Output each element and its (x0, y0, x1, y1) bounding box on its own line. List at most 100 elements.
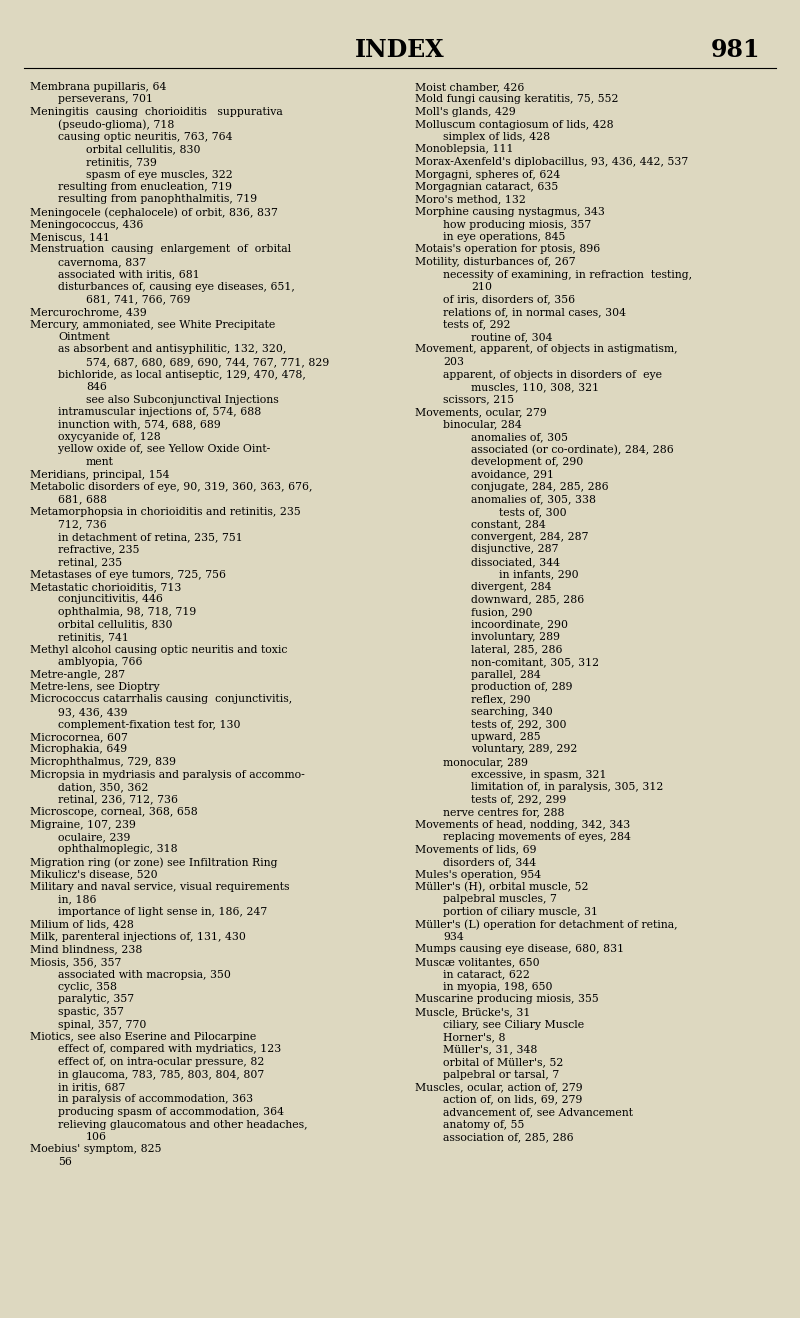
Text: palpebral or tarsal, 7: palpebral or tarsal, 7 (443, 1069, 559, 1079)
Text: disjunctive, 287: disjunctive, 287 (471, 544, 558, 555)
Text: ophthalmoplegic, 318: ophthalmoplegic, 318 (58, 845, 178, 854)
Text: Motais's operation for ptosis, 896: Motais's operation for ptosis, 896 (415, 245, 600, 254)
Text: Meridians, principal, 154: Meridians, principal, 154 (30, 469, 170, 480)
Text: orbital cellulitis, 830: orbital cellulitis, 830 (86, 145, 201, 154)
Text: anomalies of, 305: anomalies of, 305 (471, 432, 568, 442)
Text: Movements of head, nodding, 342, 343: Movements of head, nodding, 342, 343 (415, 820, 630, 829)
Text: oxycyanide of, 128: oxycyanide of, 128 (58, 432, 161, 442)
Text: in paralysis of accommodation, 363: in paralysis of accommodation, 363 (58, 1094, 253, 1104)
Text: scissors, 215: scissors, 215 (443, 394, 514, 405)
Text: convergent, 284, 287: convergent, 284, 287 (471, 532, 589, 542)
Text: Horner's, 8: Horner's, 8 (443, 1032, 506, 1043)
Text: Mumps causing eye disease, 680, 831: Mumps causing eye disease, 680, 831 (415, 945, 624, 954)
Text: Meniscus, 141: Meniscus, 141 (30, 232, 110, 243)
Text: disorders of, 344: disorders of, 344 (443, 857, 536, 867)
Text: parallel, 284: parallel, 284 (471, 670, 541, 680)
Text: 56: 56 (58, 1157, 72, 1166)
Text: cavernoma, 837: cavernoma, 837 (58, 257, 146, 268)
Text: reflex, 290: reflex, 290 (471, 695, 530, 705)
Text: causing optic neuritis, 763, 764: causing optic neuritis, 763, 764 (58, 132, 233, 142)
Text: Metastases of eye tumors, 725, 756: Metastases of eye tumors, 725, 756 (30, 569, 226, 580)
Text: Müller's (H), orbital muscle, 52: Müller's (H), orbital muscle, 52 (415, 882, 589, 892)
Text: associated with iritis, 681: associated with iritis, 681 (58, 269, 200, 279)
Text: as absorbent and antisyphilitic, 132, 320,: as absorbent and antisyphilitic, 132, 32… (58, 344, 286, 355)
Text: non-comitant, 305, 312: non-comitant, 305, 312 (471, 656, 599, 667)
Text: perseverans, 701: perseverans, 701 (58, 95, 153, 104)
Text: Migraine, 107, 239: Migraine, 107, 239 (30, 820, 136, 829)
Text: 712, 736: 712, 736 (58, 519, 106, 530)
Text: orbital cellulitis, 830: orbital cellulitis, 830 (58, 619, 173, 630)
Text: paralytic, 357: paralytic, 357 (58, 995, 134, 1004)
Text: development of, 290: development of, 290 (471, 457, 583, 467)
Text: disturbances of, causing eye diseases, 651,: disturbances of, causing eye diseases, 6… (58, 282, 295, 293)
Text: Migration ring (or zone) see Infiltration Ring: Migration ring (or zone) see Infiltratio… (30, 857, 278, 867)
Text: retinitis, 739: retinitis, 739 (86, 157, 157, 167)
Text: Methyl alcohol causing optic neuritis and toxic: Methyl alcohol causing optic neuritis an… (30, 645, 287, 655)
Text: in iritis, 687: in iritis, 687 (58, 1082, 126, 1093)
Text: Microphakia, 649: Microphakia, 649 (30, 745, 127, 754)
Text: binocular, 284: binocular, 284 (443, 419, 522, 430)
Text: Müller's, 31, 348: Müller's, 31, 348 (443, 1044, 538, 1054)
Text: avoidance, 291: avoidance, 291 (471, 469, 554, 480)
Text: routine of, 304: routine of, 304 (471, 332, 553, 341)
Text: limitation of, in paralysis, 305, 312: limitation of, in paralysis, 305, 312 (471, 782, 663, 792)
Text: bichloride, as local antiseptic, 129, 470, 478,: bichloride, as local antiseptic, 129, 47… (58, 369, 306, 380)
Text: Morax-Axenfeld's diplobacillus, 93, 436, 442, 537: Morax-Axenfeld's diplobacillus, 93, 436,… (415, 157, 688, 167)
Text: constant, 284: constant, 284 (471, 519, 546, 530)
Text: ciliary, see Ciliary Muscle: ciliary, see Ciliary Muscle (443, 1020, 584, 1029)
Text: conjugate, 284, 285, 286: conjugate, 284, 285, 286 (471, 482, 609, 492)
Text: Moll's glands, 429: Moll's glands, 429 (415, 107, 516, 117)
Text: ophthalmia, 98, 718, 719: ophthalmia, 98, 718, 719 (58, 608, 196, 617)
Text: Morgagni, spheres of, 624: Morgagni, spheres of, 624 (415, 170, 560, 179)
Text: Membrana pupillaris, 64: Membrana pupillaris, 64 (30, 82, 166, 92)
Text: Metabolic disorders of eye, 90, 319, 360, 363, 676,: Metabolic disorders of eye, 90, 319, 360… (30, 482, 313, 492)
Text: associated with macropsia, 350: associated with macropsia, 350 (58, 970, 231, 979)
Text: in infants, 290: in infants, 290 (499, 569, 578, 580)
Text: orbital of Müller's, 52: orbital of Müller's, 52 (443, 1057, 563, 1068)
Text: spasm of eye muscles, 322: spasm of eye muscles, 322 (86, 170, 233, 179)
Text: in cataract, 622: in cataract, 622 (443, 970, 530, 979)
Text: complement-fixation test for, 130: complement-fixation test for, 130 (58, 720, 241, 729)
Text: palpebral muscles, 7: palpebral muscles, 7 (443, 895, 557, 904)
Text: upward, 285: upward, 285 (471, 731, 541, 742)
Text: associated (or co-ordinate), 284, 286: associated (or co-ordinate), 284, 286 (471, 444, 674, 455)
Text: simplex of lids, 428: simplex of lids, 428 (443, 132, 550, 142)
Text: association of, 285, 286: association of, 285, 286 (443, 1132, 574, 1141)
Text: Mules's operation, 954: Mules's operation, 954 (415, 870, 541, 879)
Text: Milium of lids, 428: Milium of lids, 428 (30, 920, 134, 929)
Text: 203: 203 (443, 357, 464, 366)
Text: tests of, 292, 300: tests of, 292, 300 (471, 720, 566, 729)
Text: Moebius' symptom, 825: Moebius' symptom, 825 (30, 1144, 162, 1155)
Text: 210: 210 (471, 282, 492, 293)
Text: in, 186: in, 186 (58, 895, 97, 904)
Text: Micropsia in mydriasis and paralysis of accommo-: Micropsia in mydriasis and paralysis of … (30, 770, 305, 779)
Text: dation, 350, 362: dation, 350, 362 (58, 782, 148, 792)
Text: replacing movements of eyes, 284: replacing movements of eyes, 284 (443, 832, 631, 842)
Text: producing spasm of accommodation, 364: producing spasm of accommodation, 364 (58, 1107, 284, 1116)
Text: Menstruation  causing  enlargement  of  orbital: Menstruation causing enlargement of orbi… (30, 245, 291, 254)
Text: Monoblepsia, 111: Monoblepsia, 111 (415, 145, 514, 154)
Text: Mercury, ammoniated, see White Precipitate: Mercury, ammoniated, see White Precipita… (30, 319, 275, 330)
Text: Motility, disturbances of, 267: Motility, disturbances of, 267 (415, 257, 576, 268)
Text: effect of, compared with mydriatics, 123: effect of, compared with mydriatics, 123 (58, 1044, 282, 1054)
Text: incoordinate, 290: incoordinate, 290 (471, 619, 568, 630)
Text: divergent, 284: divergent, 284 (471, 583, 551, 592)
Text: intramuscular injections of, 574, 688: intramuscular injections of, 574, 688 (58, 407, 262, 416)
Text: how producing miosis, 357: how producing miosis, 357 (443, 220, 591, 229)
Text: fusion, 290: fusion, 290 (471, 608, 533, 617)
Text: Mind blindness, 238: Mind blindness, 238 (30, 945, 142, 954)
Text: Muscæ volitantes, 650: Muscæ volitantes, 650 (415, 957, 540, 967)
Text: 93, 436, 439: 93, 436, 439 (58, 706, 127, 717)
Text: retinitis, 741: retinitis, 741 (58, 633, 129, 642)
Text: 981: 981 (710, 38, 760, 62)
Text: downward, 285, 286: downward, 285, 286 (471, 594, 584, 605)
Text: spinal, 357, 770: spinal, 357, 770 (58, 1020, 146, 1029)
Text: Moro's method, 132: Moro's method, 132 (415, 195, 526, 204)
Text: monocular, 289: monocular, 289 (443, 757, 528, 767)
Text: Meningococcus, 436: Meningococcus, 436 (30, 220, 143, 229)
Text: Meningitis  causing  chorioiditis   suppurativa: Meningitis causing chorioiditis suppurat… (30, 107, 282, 117)
Text: 681, 741, 766, 769: 681, 741, 766, 769 (86, 294, 190, 304)
Text: (pseudo-glioma), 718: (pseudo-glioma), 718 (58, 120, 174, 130)
Text: 846: 846 (86, 382, 107, 391)
Text: INDEX: INDEX (355, 38, 445, 62)
